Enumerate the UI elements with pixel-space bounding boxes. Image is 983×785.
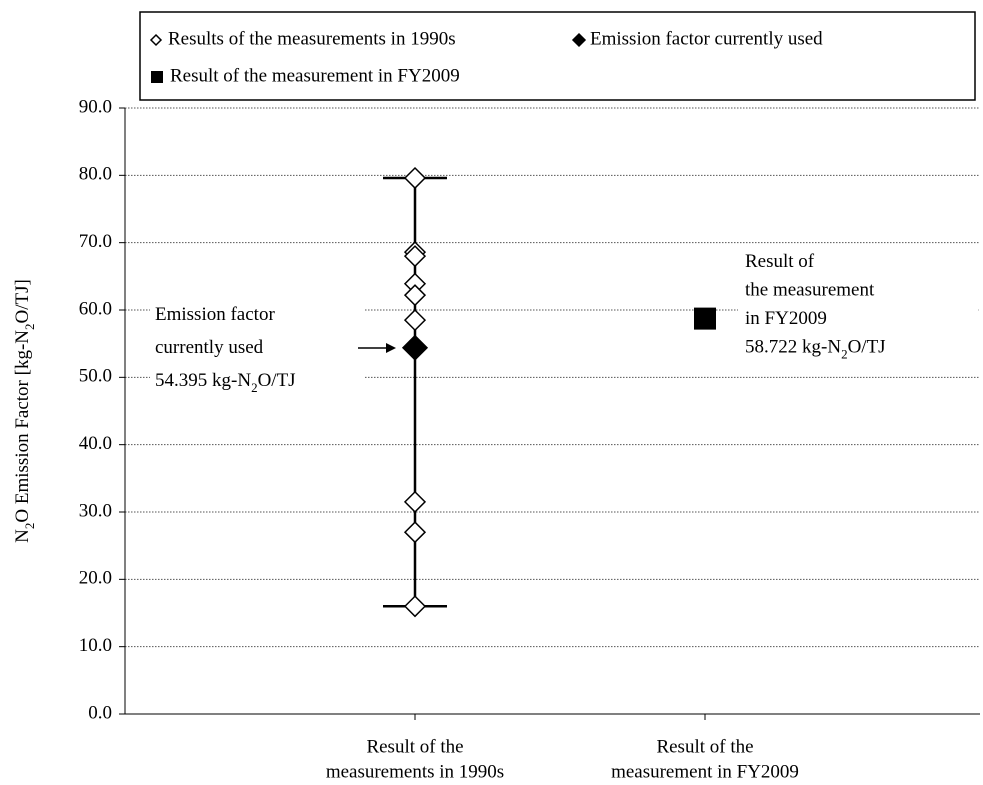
- x-tick-label: Result of the: [656, 736, 753, 757]
- annotation: the measurement: [745, 280, 875, 301]
- legend-box: [139, 11, 976, 101]
- text-part: 54.395 kg-N: [155, 370, 251, 391]
- legend-label: Emission factor currently used: [590, 28, 823, 49]
- text-part: Result of: [745, 251, 815, 272]
- annotation: 58.722 kg-N2O/TJ: [745, 337, 886, 362]
- text-part: O/TJ: [258, 370, 296, 391]
- data-point: [403, 595, 427, 618]
- y-tick-label: 70.0: [79, 231, 112, 252]
- legend-label: Results of the measurements in 1990s: [168, 28, 456, 49]
- text-part: O/TJ]: [12, 279, 33, 323]
- x-tick-label: Result of the: [366, 736, 463, 757]
- subscript: 2: [22, 523, 37, 530]
- data-point: [403, 490, 427, 513]
- data-point: [403, 166, 427, 190]
- subscript: 2: [22, 323, 37, 330]
- annotation: Result of: [745, 251, 815, 272]
- data-point: [403, 521, 427, 544]
- legend-marker: [571, 32, 587, 48]
- y-tick-label: 0.0: [88, 702, 112, 723]
- data-point: [401, 334, 429, 361]
- text-part: N: [12, 529, 33, 543]
- text-part: Emission factor: [155, 304, 275, 325]
- annotation: Emission factor: [155, 304, 275, 325]
- y-tick-label: 30.0: [79, 500, 112, 521]
- y-tick-label: 50.0: [79, 366, 112, 387]
- annotation: in FY2009: [745, 308, 827, 329]
- annotation-bg: [150, 298, 365, 400]
- y-axis-label: N2O Emission Factor [kg-N2O/TJ]: [12, 279, 37, 543]
- annotation: currently used: [155, 337, 264, 358]
- subscript: 2: [841, 347, 848, 362]
- y-tick-label: 20.0: [79, 568, 112, 589]
- annotation: 54.395 kg-N2O/TJ: [155, 370, 296, 395]
- y-tick-label: 40.0: [79, 433, 112, 454]
- legend-marker: [149, 33, 163, 47]
- y-tick-label: 90.0: [79, 96, 112, 117]
- text-part: currently used: [155, 337, 264, 358]
- legend-marker: [151, 71, 163, 83]
- x-tick-label: measurements in 1990s: [326, 761, 504, 782]
- data-point: [403, 245, 427, 268]
- y-tick-label: 10.0: [79, 635, 112, 656]
- y-tick-label: 80.0: [79, 164, 112, 185]
- legend-label: Result of the measurement in FY2009: [170, 65, 460, 86]
- data-point: [694, 307, 716, 330]
- text-part: O Emission Factor [kg-N: [12, 330, 33, 523]
- y-tick-label: 60.0: [79, 298, 112, 319]
- x-tick-label: measurement in FY2009: [611, 761, 799, 782]
- data-point: [403, 309, 427, 332]
- arrow-head: [386, 343, 396, 353]
- data-point: [403, 284, 427, 307]
- annotation-bg: [738, 245, 978, 367]
- text-part: in FY2009: [745, 308, 827, 329]
- subscript: 2: [251, 380, 258, 395]
- text-part: the measurement: [745, 280, 875, 301]
- text-part: 58.722 kg-N: [745, 337, 841, 358]
- text-part: O/TJ: [848, 337, 886, 358]
